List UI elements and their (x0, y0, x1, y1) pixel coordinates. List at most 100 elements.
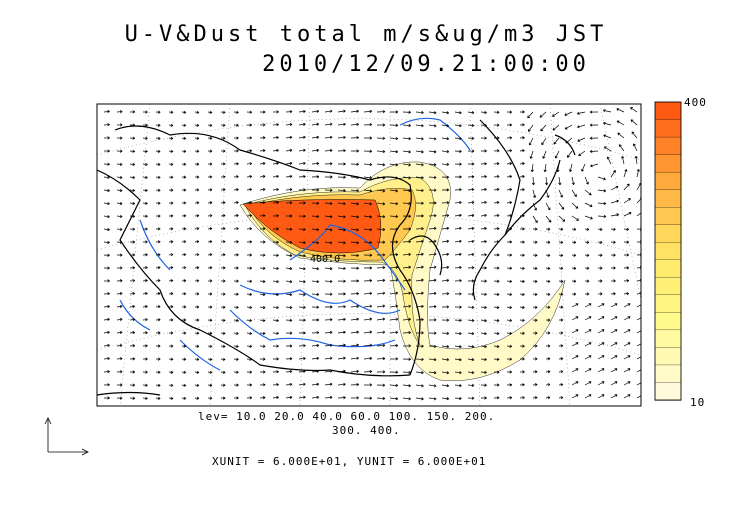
wind-arrow (636, 342, 641, 347)
wind-arrow (103, 356, 110, 361)
wind-arrow (454, 331, 462, 336)
wind-arrow (617, 132, 625, 139)
wind-arrow (558, 318, 564, 322)
wind-arrow (389, 123, 399, 127)
wind-arrow (129, 396, 136, 400)
wind-arrow (103, 343, 110, 348)
wind-arrow (506, 396, 513, 400)
wind-arrow (467, 318, 475, 323)
wind-arrow (298, 135, 306, 139)
wind-arrow (311, 254, 320, 258)
wind-arrow (636, 316, 641, 321)
colorbar-max-label: 400 (684, 96, 707, 109)
wind-arrow (428, 226, 437, 231)
wind-arrow (168, 201, 174, 205)
wind-arrow (103, 227, 110, 232)
wind-arrow (506, 253, 513, 257)
wind-arrow (441, 305, 450, 309)
wind-arrow (532, 292, 538, 296)
wind-arrow (389, 304, 399, 308)
wind-arrow (376, 357, 386, 361)
wind-arrow (103, 317, 110, 322)
wind-arrow (428, 175, 437, 180)
wind-arrow (558, 305, 564, 309)
wind-arrow (350, 369, 359, 373)
wind-arrow (493, 383, 500, 387)
wind-arrow (454, 279, 462, 283)
wind-arrow (415, 214, 424, 218)
wind-arrow (493, 305, 500, 310)
wind-arrow (571, 266, 577, 270)
wind-arrow (493, 279, 500, 283)
wind-arrow (142, 331, 148, 335)
wind-arrow (220, 292, 226, 296)
wind-arrow (142, 201, 148, 205)
wind-arrow (480, 200, 487, 205)
wind-arrow (571, 292, 577, 296)
wind-arrow (272, 110, 279, 114)
wind-arrow (142, 292, 148, 296)
reference-vector (44, 417, 89, 456)
wind-arrow (610, 213, 620, 217)
wind-arrow (584, 394, 592, 399)
wind-arrow (467, 345, 475, 349)
wind-arrow (571, 176, 575, 186)
wind-arrow (363, 396, 373, 400)
wind-arrow (415, 265, 424, 269)
wind-arrow (155, 383, 161, 387)
wind-arrow (155, 253, 161, 257)
wind-arrow (618, 144, 625, 152)
wind-arrow (298, 148, 306, 152)
wind-arrow (480, 279, 487, 283)
wind-arrow (324, 175, 333, 179)
wind-arrow (246, 123, 253, 127)
wind-arrow (428, 291, 437, 296)
wind-arrow (389, 176, 399, 180)
wind-arrow (337, 149, 346, 153)
wind-arrow (454, 124, 462, 128)
wind-arrow (337, 175, 346, 179)
wind-arrow (441, 149, 450, 154)
wind-arrow (194, 123, 200, 127)
wind-arrow (285, 174, 293, 179)
wind-arrow (519, 331, 525, 335)
wind-arrow (194, 344, 200, 348)
wind-arrow (155, 162, 161, 166)
wind-arrow (181, 292, 187, 296)
wind-arrow (389, 240, 399, 244)
wind-arrow (142, 123, 148, 127)
wind-arrow (155, 136, 161, 140)
wind-arrow (233, 110, 239, 114)
wind-arrow (415, 304, 424, 308)
wind-arrow (350, 122, 359, 127)
wind-arrow (181, 396, 187, 400)
wind-arrow (636, 240, 641, 244)
wind-arrow (519, 344, 525, 348)
wind-arrow (129, 149, 136, 153)
wind-arrow (103, 175, 110, 179)
wind-arrow (597, 394, 605, 399)
wind-arrow (272, 370, 279, 374)
wind-arrow (311, 135, 320, 139)
wind-arrow (480, 110, 487, 115)
wind-arrow (415, 252, 424, 256)
wind-arrow (246, 227, 253, 231)
wind-arrow (545, 396, 551, 400)
wind-arrow (103, 266, 110, 270)
wind-arrow (610, 355, 618, 360)
wind-arrow (389, 265, 399, 269)
wind-arrow (597, 381, 605, 386)
wind-arrow (246, 331, 253, 335)
wind-arrow (584, 189, 592, 196)
map-datetime: 2010/12/09.21:00:00 (262, 52, 590, 77)
wind-arrow (610, 329, 618, 334)
wind-arrow (363, 370, 373, 374)
wind-arrow (259, 357, 266, 361)
wind-arrow (506, 383, 513, 387)
wind-arrow (441, 358, 450, 362)
wind-arrow (545, 227, 551, 231)
wind-arrow (363, 383, 373, 387)
wind-arrow (584, 279, 590, 283)
wind-arrow (623, 183, 630, 191)
